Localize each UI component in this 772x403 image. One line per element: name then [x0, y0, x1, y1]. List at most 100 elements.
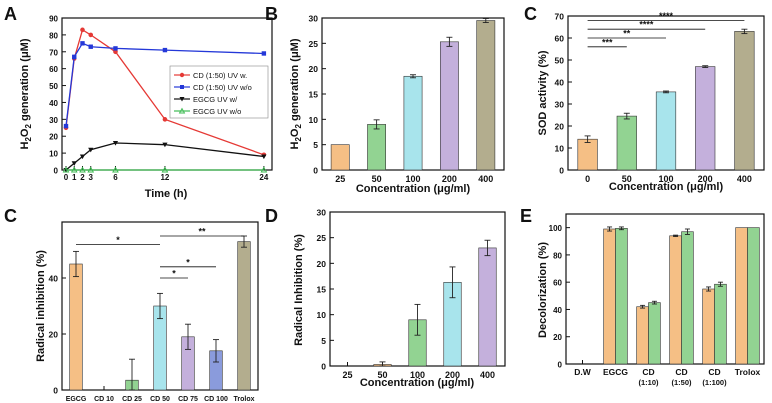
x-tick-label: CD — [642, 367, 654, 377]
panel-c2-significance: ***** — [76, 227, 244, 279]
data-point — [72, 54, 77, 60]
x-tick-label: 200 — [442, 174, 457, 184]
data-point — [88, 32, 94, 38]
y-tick-label: 25 — [317, 233, 327, 243]
panel-c-x-label: Concentration (μg/ml) — [609, 181, 724, 193]
legend-entry: CD (1:50) UV w. — [174, 71, 247, 80]
panel-c2-y-label: Radical inhibition (%) — [35, 250, 47, 362]
y-tick-label: 30 — [309, 14, 319, 24]
x-tick-label: 200 — [698, 174, 713, 184]
y-tick-label: 5 — [321, 336, 326, 346]
x-tick-label: CD 100 — [204, 396, 228, 403]
data-point — [80, 41, 85, 46]
panel-c-y-label: SOD activity (%) — [537, 50, 549, 135]
y-tick-label: 0 — [559, 166, 564, 176]
y-tick-label: 70 — [555, 12, 565, 22]
panel-c-bars — [577, 28, 755, 171]
legend-triangle-down-marker — [179, 97, 185, 102]
bar — [237, 241, 251, 391]
y-tick-label: 10 — [309, 115, 319, 125]
y-tick-label: 60 — [553, 279, 562, 288]
x-tick-label: 200 — [445, 370, 460, 380]
panel-e-letter: E — [520, 206, 532, 226]
y-tick-label: 0 — [54, 167, 59, 176]
y-tick-label: 40 — [555, 78, 565, 88]
panel-d-radical-inhibition-chart: D 0 5 10 15 20 25 30 25 50 100 200 400 Concentrati… — [265, 206, 506, 389]
legend-entry: EGCG UV w/ — [174, 95, 238, 104]
bar — [648, 302, 661, 365]
x-tick-label: 25 — [342, 370, 352, 380]
panel-e-y-axis: 0 20 40 60 80 100 — [549, 224, 570, 370]
y-tick-label: 20 — [553, 333, 562, 342]
legend-triangle-up-marker — [178, 107, 186, 114]
data-point — [162, 142, 168, 148]
bar — [367, 124, 387, 171]
legend-label: CD (1:50) UV w. — [193, 71, 247, 80]
significance-label: **** — [639, 20, 654, 30]
bar — [616, 115, 637, 171]
data-point — [62, 166, 70, 173]
legend-entry: EGCG UV w/o — [174, 107, 241, 116]
data-point — [260, 166, 268, 173]
x-tick-label: EGCG — [66, 396, 87, 403]
bar — [636, 306, 649, 365]
x-tick-label: 50 — [622, 174, 632, 184]
bar — [734, 31, 755, 171]
bar — [476, 20, 496, 171]
y-tick-label: 20 — [49, 330, 59, 340]
panel-b-x-label: Concentration (μg/ml) — [356, 183, 471, 195]
panel-a-letter: A — [4, 4, 17, 24]
y-tick-label: 60 — [49, 65, 58, 74]
panel-a-y-axis: 0 10 20 30 40 50 60 70 80 90 — [49, 15, 66, 176]
y-tick-label: 0 — [321, 362, 326, 372]
y-tick-label: 0 — [313, 166, 318, 176]
significance-label: **** — [659, 11, 674, 21]
x-tick-label: 0 — [64, 173, 69, 182]
data-point — [161, 166, 169, 173]
data-point — [88, 44, 93, 49]
data-point — [71, 161, 77, 166]
bar — [747, 227, 760, 365]
y-tick-label: 30 — [317, 208, 327, 218]
significance-label: ** — [623, 29, 631, 39]
bar — [669, 235, 682, 365]
x-tick-label: 12 — [160, 173, 169, 182]
x-tick-label-line2: (1:50) — [671, 378, 692, 387]
bar — [603, 228, 616, 365]
significance-label: * — [172, 269, 176, 279]
panel-c-significance: ************* — [587, 11, 745, 47]
panel-c2-y-axis: 0 20 40 — [49, 274, 66, 396]
bar — [615, 228, 628, 365]
panel-e-y-label: Decolorization (%) — [537, 242, 549, 338]
x-tick-label: 400 — [480, 370, 495, 380]
y-tick-label: 20 — [49, 133, 58, 142]
data-point — [88, 147, 94, 153]
y-tick-label: 10 — [49, 150, 58, 159]
y-tick-label: 20 — [309, 64, 319, 74]
bar — [714, 283, 727, 365]
significance-label: *** — [602, 37, 613, 47]
panel-c2-bars — [69, 235, 251, 391]
x-tick-label: CD — [708, 367, 720, 377]
data-point — [80, 27, 85, 33]
data-point — [162, 47, 168, 53]
y-tick-label: 30 — [555, 100, 565, 110]
panel-a-y-label: H2O2 generation (μM) — [19, 38, 33, 149]
panel-a-series — [62, 27, 268, 173]
bar — [681, 231, 694, 365]
bar — [695, 66, 716, 171]
x-tick-label: 100 — [405, 174, 420, 184]
x-tick-label: CD 50 — [150, 396, 170, 403]
legend-square-marker — [180, 85, 184, 89]
y-tick-label: 30 — [49, 116, 58, 125]
x-tick-label: 100 — [410, 370, 425, 380]
data-point — [70, 166, 78, 173]
x-tick-label: 2 — [80, 173, 85, 182]
y-tick-label: 60 — [555, 34, 565, 44]
y-tick-label: 70 — [49, 48, 58, 57]
panel-d-bars — [373, 239, 497, 367]
legend-label: EGCG UV w/o — [193, 107, 241, 116]
y-tick-label: 15 — [309, 90, 319, 100]
